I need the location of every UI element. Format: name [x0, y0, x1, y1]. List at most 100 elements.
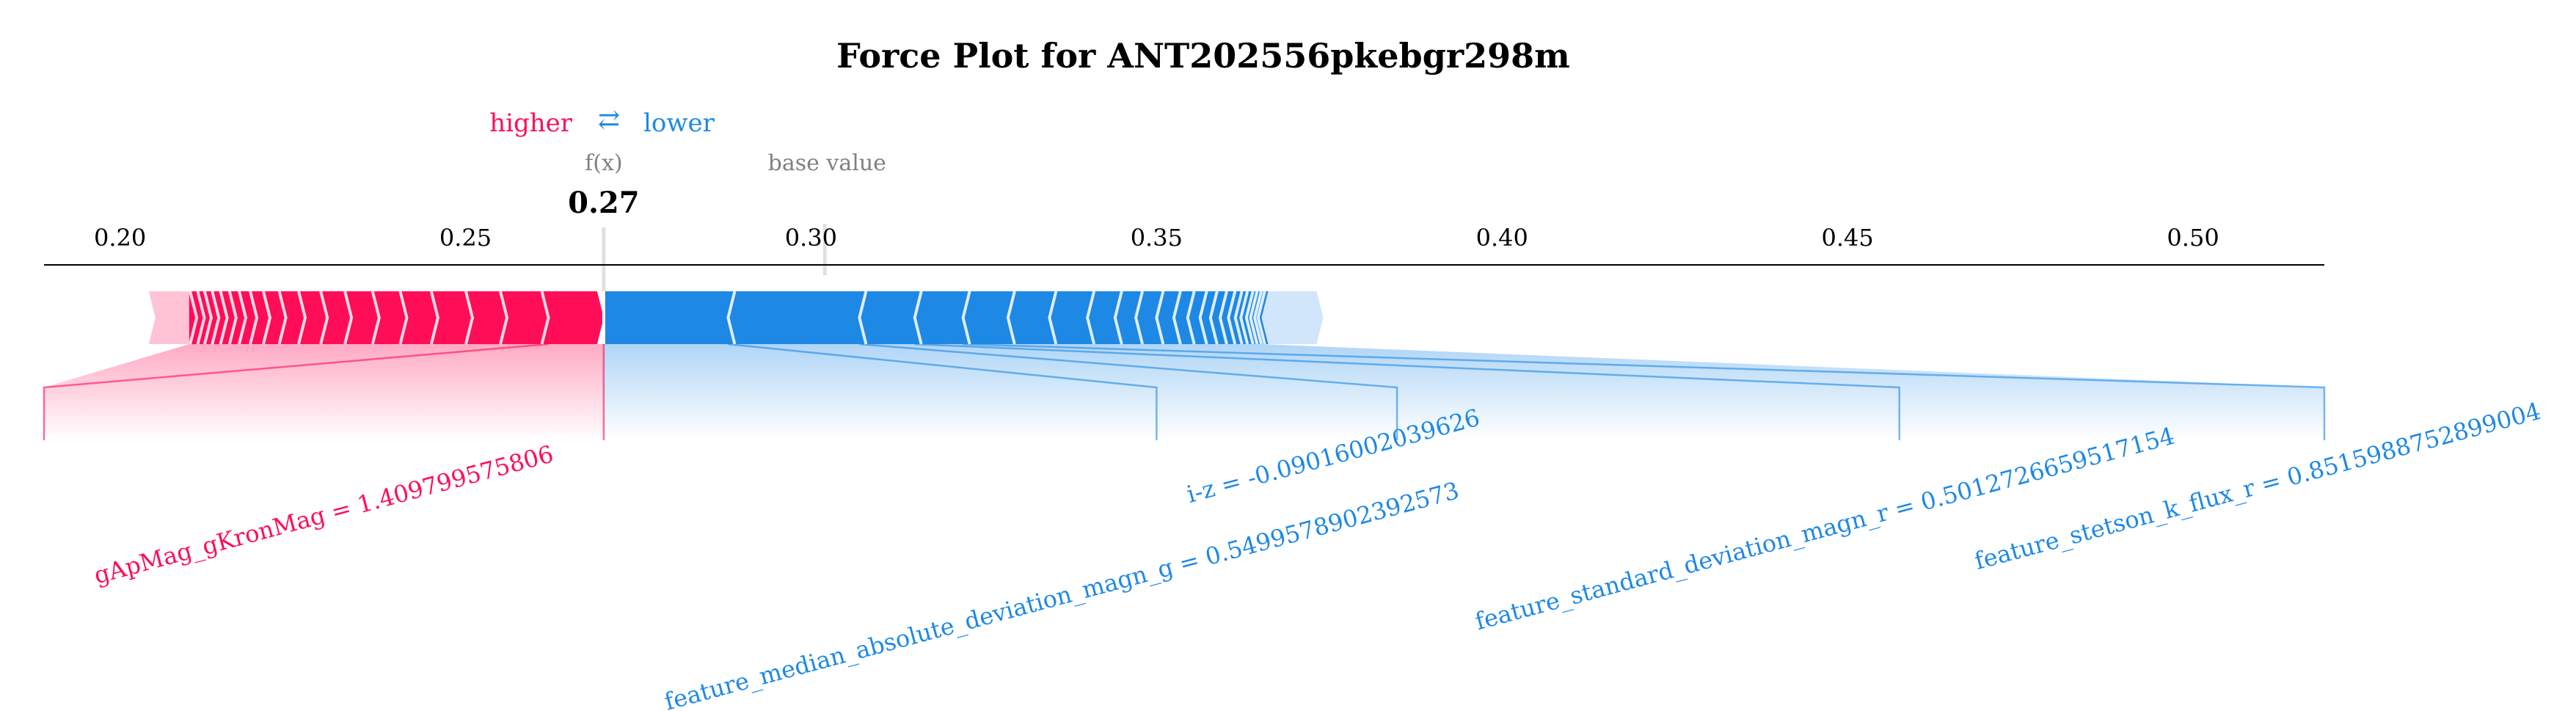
positive-force-segment — [345, 291, 379, 344]
negative-force-segment — [728, 291, 866, 344]
segment-separator — [1048, 291, 1058, 345]
feature-connector — [963, 343, 2326, 440]
segment-separator — [277, 291, 288, 345]
negative-force-segment — [603, 291, 735, 344]
negative-force-segment — [1007, 291, 1057, 344]
positive-force-segment — [321, 291, 352, 344]
segment-separator — [1244, 291, 1255, 345]
x-tick-label: 0.20 — [94, 224, 146, 252]
segment-separator — [1208, 291, 1219, 345]
segment-separator — [464, 291, 474, 345]
base-value-label: base value — [768, 150, 886, 176]
x-axis-ticks: 0.20 0.25 0.30 0.35 0.40 0.45 0.50 — [94, 224, 2219, 252]
negative-force-segment — [914, 291, 970, 344]
feature-labels: gApMag_gKronMag = 1.409799575806 feature_… — [91, 397, 2544, 711]
segment-separator — [189, 291, 199, 345]
positive-force-segment — [189, 291, 197, 344]
negative-force-segment — [1241, 291, 1253, 344]
legend-arrow-icon: ⇄ — [598, 105, 620, 135]
segment-separator — [1155, 291, 1165, 345]
segment-separator — [1198, 291, 1208, 345]
positive-force-segment — [263, 291, 286, 344]
positive-force-segment — [299, 291, 328, 344]
segment-separator — [319, 291, 329, 345]
negative-force-segment — [1049, 291, 1095, 344]
segment-separator — [398, 291, 409, 345]
segment-separator — [371, 291, 381, 345]
feature-connector — [859, 343, 1398, 440]
x-tick-label: 0.30 — [785, 224, 837, 252]
segment-separator — [1218, 291, 1228, 345]
feature-connector — [728, 343, 1158, 440]
x-tick-label: 0.40 — [1476, 224, 1528, 252]
feature-label: feature_median_absolute_deviation_magn_g… — [662, 476, 1462, 711]
legend: higher ⇄ lower — [489, 105, 715, 138]
segment-separator — [202, 291, 213, 345]
positive-force-segment — [279, 291, 306, 344]
segment-separator — [211, 291, 221, 345]
x-tick-label: 0.35 — [1131, 224, 1183, 252]
negative-force-segment — [963, 291, 1015, 344]
positive-force-segment — [400, 291, 438, 344]
negative-gradient — [603, 344, 2324, 440]
force-bars — [148, 291, 1324, 345]
x-tick-label: 0.25 — [439, 224, 492, 252]
segment-separator — [196, 291, 206, 345]
segment-separator — [1113, 291, 1123, 345]
segment-separator — [343, 291, 354, 345]
segment-separator — [1253, 291, 1263, 345]
segment-separator — [249, 291, 259, 345]
segment-separator — [227, 291, 238, 345]
negative-tail — [1261, 291, 1324, 344]
fx-value: 0.27 — [568, 186, 639, 220]
feature-connector — [914, 343, 1901, 440]
negative-force-segment — [1173, 291, 1194, 344]
segment-separator — [1134, 291, 1145, 345]
segment-separator — [262, 291, 272, 345]
segment-separator — [858, 291, 868, 345]
fx-label: f(x) — [585, 150, 622, 176]
contribution-gradients — [44, 344, 2324, 440]
segment-separator — [726, 291, 737, 345]
negative-force-segment — [1114, 291, 1143, 344]
segment-separator — [1256, 291, 1266, 345]
positive-gradient — [44, 344, 604, 440]
segment-separator — [1227, 291, 1237, 345]
negative-force-segment — [859, 291, 922, 344]
positive-force-segment — [500, 291, 549, 344]
segment-separator — [913, 291, 923, 345]
segment-separator — [219, 291, 229, 345]
positive-tail — [148, 291, 189, 344]
negative-force-segment — [1136, 291, 1164, 344]
segment-separator — [961, 291, 971, 345]
negative-force-segment — [1087, 291, 1122, 344]
negative-force-segment — [1156, 291, 1181, 344]
x-axis: 0.20 0.25 0.30 0.35 0.40 0.45 0.50 — [44, 224, 2324, 266]
positive-force-segment — [465, 291, 508, 344]
negative-force-segment — [1235, 291, 1248, 344]
segment-separator — [1172, 291, 1182, 345]
chart-title: Force Plot for ANT202556pkebgr298m — [836, 36, 1570, 76]
feature-label: gApMag_gKronMag = 1.409799575806 — [91, 440, 556, 589]
segment-separator — [297, 291, 307, 345]
feature-connectors — [43, 343, 2326, 440]
segment-separator — [1186, 291, 1196, 345]
legend-higher: higher — [489, 109, 573, 138]
legend-lower: lower — [643, 109, 715, 138]
segment-separator — [540, 291, 550, 345]
x-tick-label: 0.50 — [2167, 224, 2219, 252]
segment-separator — [238, 291, 248, 345]
positive-force-segment — [372, 291, 407, 344]
positive-force-segment — [541, 291, 604, 344]
segment-separator — [429, 291, 439, 345]
positive-force-segment — [250, 291, 270, 344]
segment-separator — [1086, 291, 1096, 345]
segment-separator — [1233, 291, 1244, 345]
x-tick-label: 0.45 — [1822, 224, 1874, 252]
feature-connector — [43, 343, 549, 440]
segment-separator — [1249, 291, 1259, 345]
segment-separator — [1239, 291, 1249, 345]
positive-force-segment — [431, 291, 472, 344]
segment-separator — [1006, 291, 1016, 345]
segment-separator — [499, 291, 509, 345]
